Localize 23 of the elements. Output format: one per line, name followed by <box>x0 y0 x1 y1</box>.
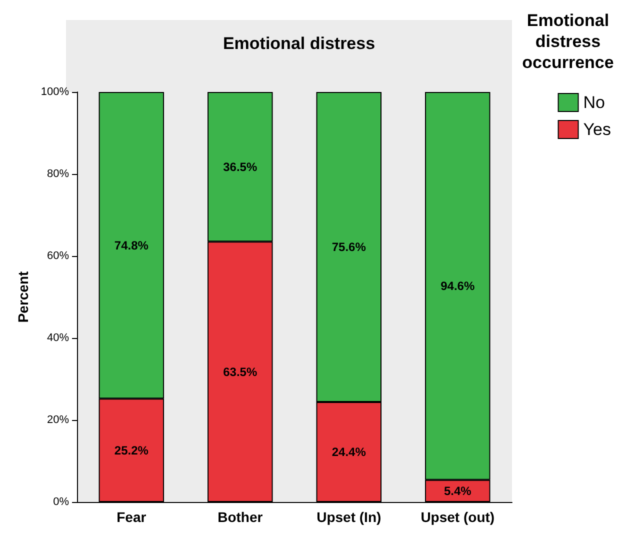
x-tick-label: Upset (out) <box>420 509 495 525</box>
data-label: 25.2% <box>114 443 149 458</box>
data-label: 5.4% <box>444 484 472 498</box>
data-label: 94.6% <box>440 278 475 293</box>
y-tick-label: 0% <box>53 496 70 508</box>
y-tick-label: 80% <box>47 168 70 180</box>
legend-label: Yes <box>583 120 611 139</box>
data-label: 74.8% <box>114 238 149 252</box>
x-tick-label: Upset (In) <box>316 509 382 525</box>
y-axis-title: Percent <box>15 270 31 323</box>
data-label: 63.5% <box>223 364 258 379</box>
y-tick-label: 60% <box>47 250 70 262</box>
y-tick-label: 20% <box>47 414 70 426</box>
legend-title: Emotional distress occurrence <box>521 10 615 73</box>
y-tick-label: 100% <box>40 86 70 98</box>
data-label: 75.6% <box>332 240 366 254</box>
data-label: 24.4% <box>332 444 366 459</box>
x-tick-label: Bother <box>218 509 264 525</box>
legend-label: No <box>583 93 605 112</box>
chart-title: Emotional distress <box>222 34 376 53</box>
data-label: 36.5% <box>223 160 258 174</box>
x-tick-label: Fear <box>116 509 147 525</box>
y-tick-label: 40% <box>47 332 70 344</box>
